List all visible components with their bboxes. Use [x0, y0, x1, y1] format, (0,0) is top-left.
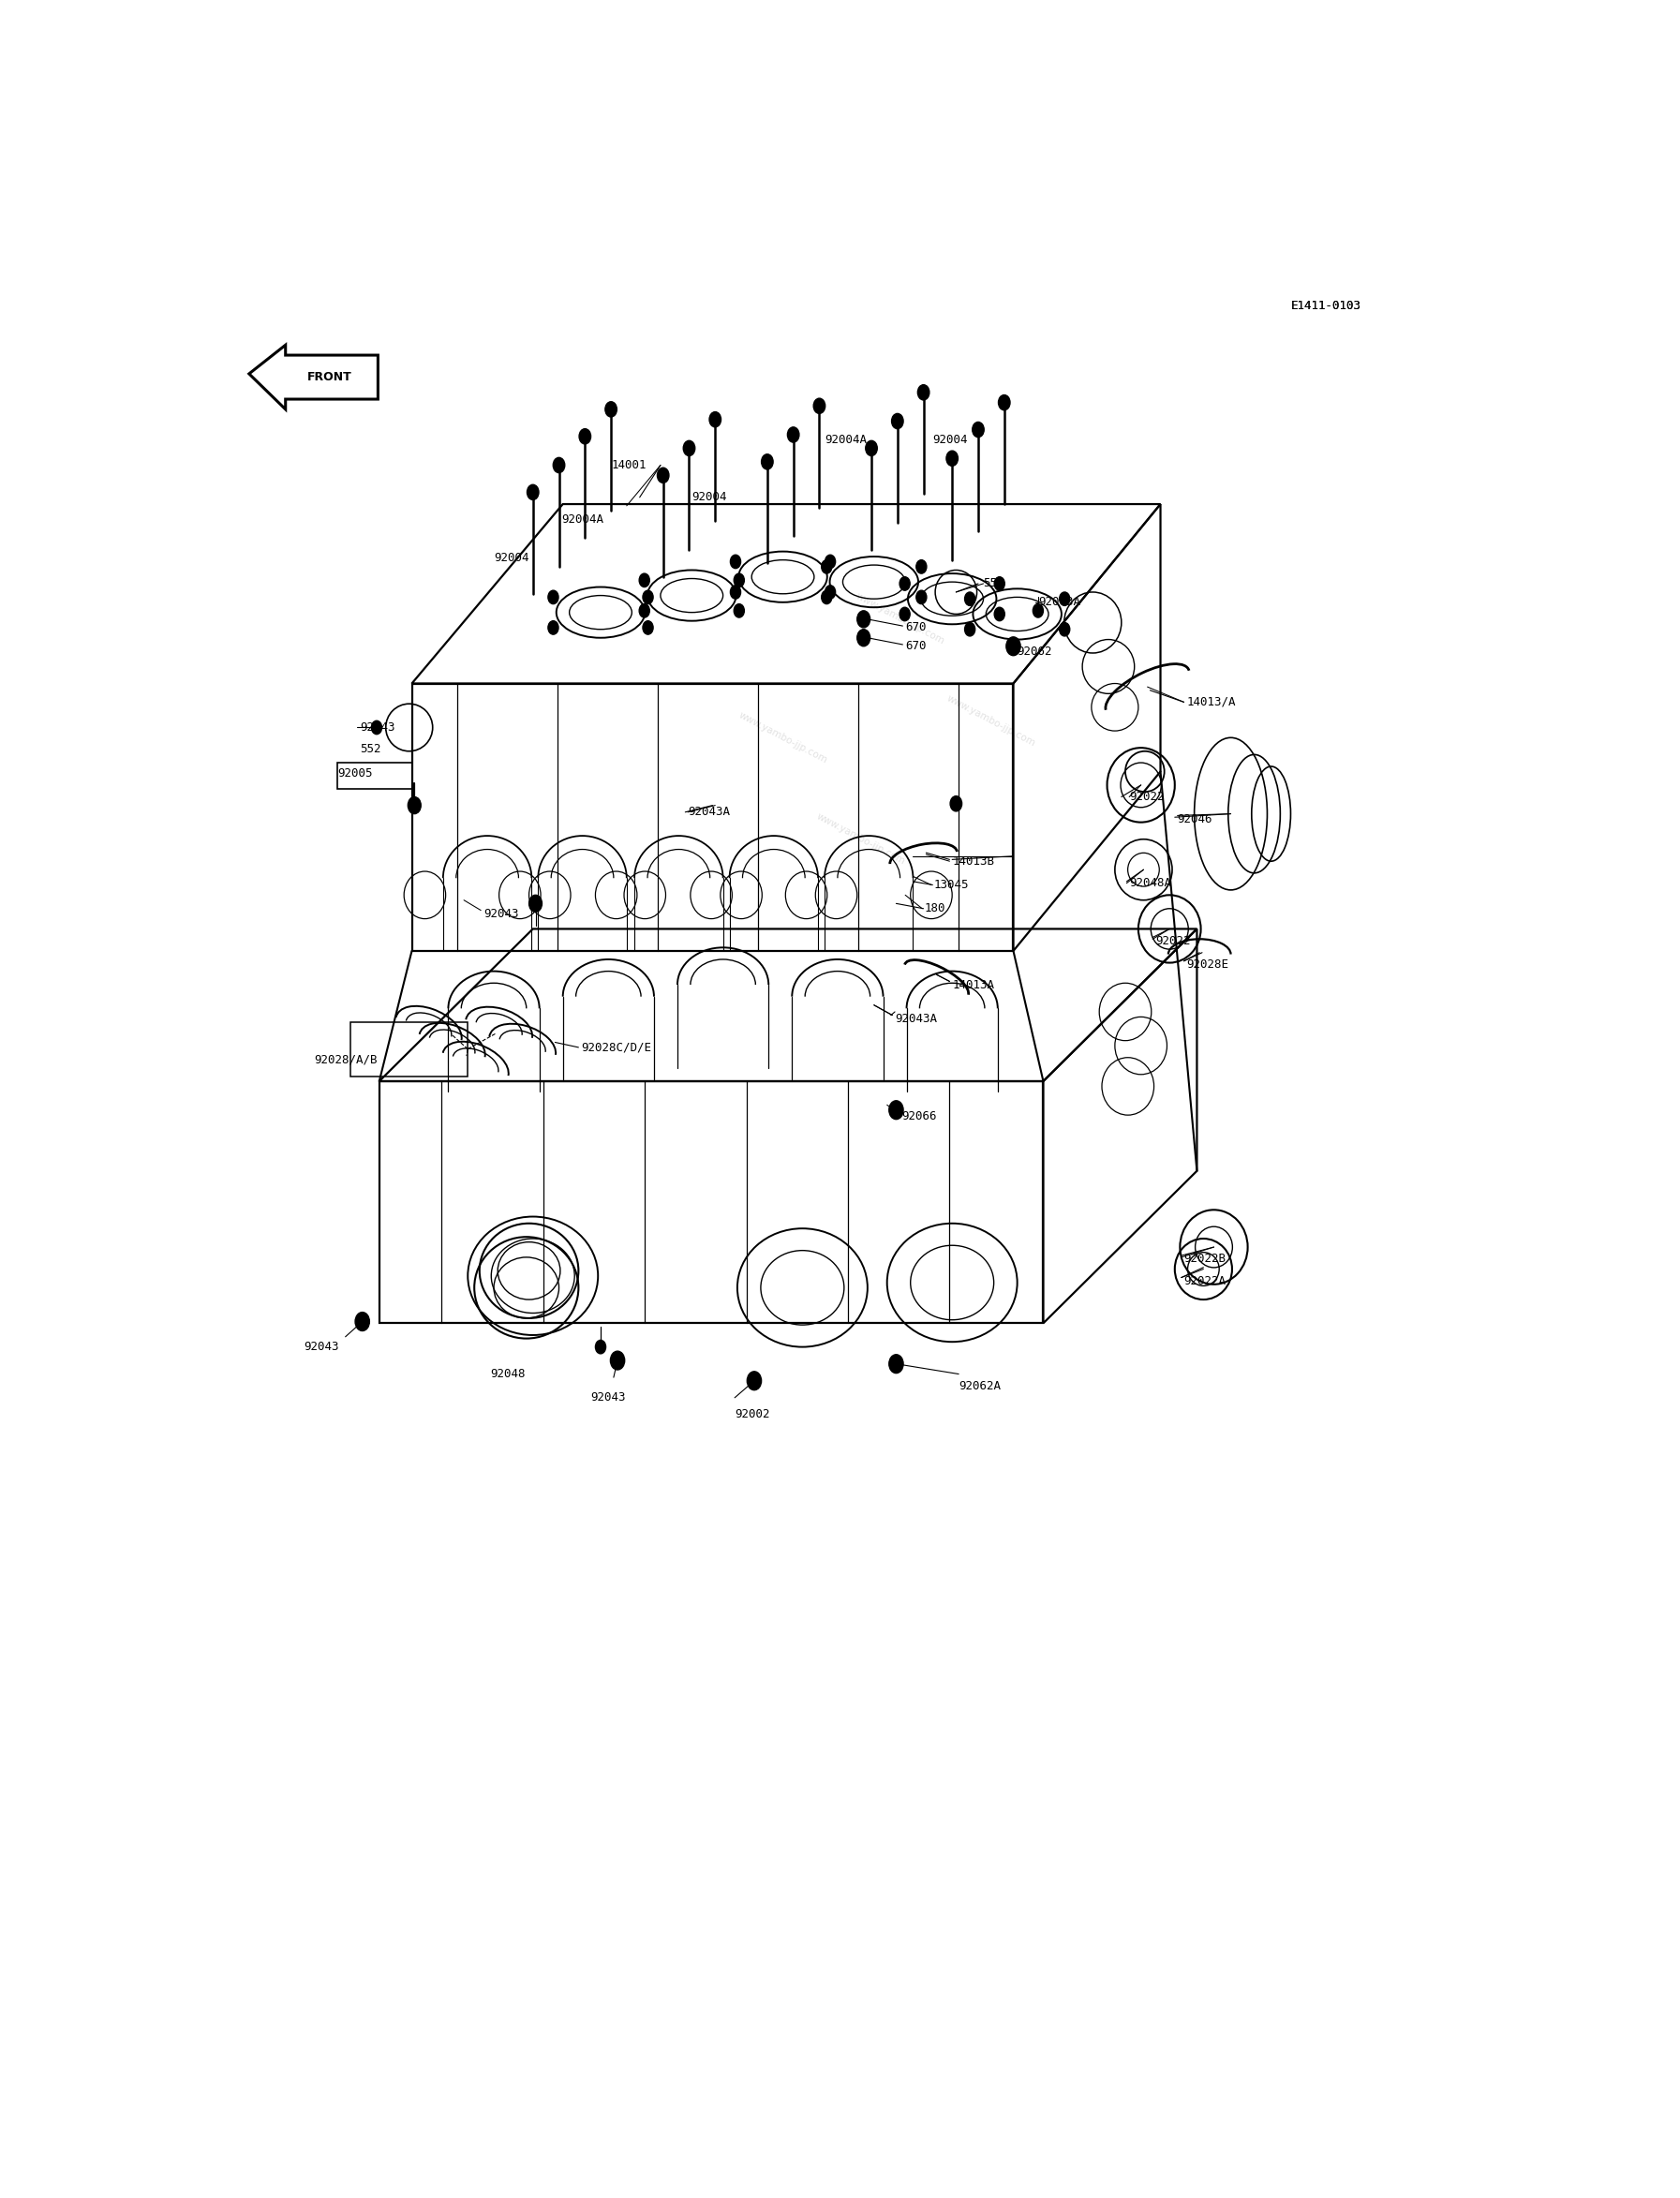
Circle shape: [734, 604, 744, 618]
Text: 92022: 92022: [1129, 791, 1164, 802]
Text: 180: 180: [924, 903, 946, 914]
Text: 92028/A/B: 92028/A/B: [314, 1053, 378, 1066]
Circle shape: [638, 574, 650, 587]
Text: 92004: 92004: [692, 490, 727, 503]
Text: 92048: 92048: [491, 1367, 526, 1380]
Circle shape: [1060, 591, 1070, 607]
Text: 92043A: 92043A: [895, 1013, 937, 1024]
Text: 92022B: 92022B: [1184, 1253, 1226, 1266]
Text: 92004: 92004: [494, 552, 529, 565]
Text: 92066: 92066: [902, 1110, 936, 1123]
Circle shape: [657, 468, 669, 484]
Circle shape: [916, 560, 927, 574]
Circle shape: [917, 385, 929, 400]
Circle shape: [643, 591, 654, 604]
Text: 14001: 14001: [612, 459, 647, 470]
Circle shape: [605, 402, 617, 418]
Text: 92004: 92004: [932, 433, 968, 446]
Circle shape: [813, 398, 825, 413]
Text: 92043: 92043: [484, 908, 519, 919]
Text: www.yambo-jjp.com: www.yambo-jjp.com: [815, 811, 907, 866]
Text: E1411-0103: E1411-0103: [1290, 299, 1361, 312]
Circle shape: [857, 629, 870, 646]
Circle shape: [643, 620, 654, 635]
Text: 92022A: 92022A: [1184, 1275, 1226, 1288]
Circle shape: [408, 798, 422, 813]
Text: E1411-0103: E1411-0103: [1290, 299, 1361, 312]
Text: 92043A: 92043A: [1038, 596, 1080, 609]
Circle shape: [865, 440, 877, 455]
Text: 14013/A: 14013/A: [1186, 697, 1236, 708]
Circle shape: [553, 457, 564, 473]
Text: 92046: 92046: [1178, 813, 1213, 824]
Text: 92005: 92005: [338, 767, 373, 780]
Circle shape: [889, 1354, 904, 1374]
Circle shape: [889, 1101, 904, 1119]
Text: 670: 670: [906, 622, 926, 633]
Text: 92028E: 92028E: [1186, 958, 1228, 972]
Circle shape: [734, 574, 744, 587]
Text: 92048A: 92048A: [1129, 877, 1171, 890]
Bar: [351, 1022, 467, 1077]
Circle shape: [528, 484, 539, 499]
Text: 13045: 13045: [934, 879, 969, 890]
Text: 92062: 92062: [1018, 646, 1052, 657]
Text: 92028C/D/E: 92028C/D/E: [581, 1042, 652, 1053]
Circle shape: [595, 1341, 606, 1354]
Circle shape: [748, 1372, 761, 1389]
Text: 92043A: 92043A: [687, 807, 731, 818]
Circle shape: [1006, 637, 1020, 655]
Circle shape: [995, 607, 1005, 620]
Circle shape: [916, 591, 927, 604]
Circle shape: [580, 429, 591, 444]
Circle shape: [899, 576, 911, 591]
Circle shape: [899, 607, 911, 620]
Circle shape: [761, 455, 773, 470]
Circle shape: [973, 422, 984, 437]
Text: 552: 552: [360, 743, 381, 756]
Circle shape: [610, 1352, 625, 1369]
Circle shape: [709, 411, 721, 426]
Circle shape: [995, 576, 1005, 591]
Circle shape: [822, 591, 832, 604]
Circle shape: [354, 1312, 370, 1330]
Text: 552: 552: [983, 578, 1005, 589]
Circle shape: [825, 554, 835, 569]
Circle shape: [822, 560, 832, 574]
Circle shape: [951, 796, 963, 811]
Circle shape: [548, 620, 558, 635]
Circle shape: [825, 585, 835, 598]
Text: 92004A: 92004A: [825, 433, 867, 446]
Text: www.yambo-jjp.com: www.yambo-jjp.com: [853, 591, 946, 646]
Circle shape: [1060, 622, 1070, 635]
Text: 670: 670: [906, 640, 926, 653]
Circle shape: [548, 591, 558, 604]
Circle shape: [731, 585, 741, 598]
Text: 92004A: 92004A: [561, 512, 603, 525]
Text: FRONT: FRONT: [307, 371, 353, 382]
Circle shape: [964, 591, 974, 607]
Circle shape: [998, 396, 1010, 411]
Circle shape: [684, 440, 696, 455]
Text: 92043: 92043: [360, 721, 395, 734]
Circle shape: [788, 426, 800, 442]
Circle shape: [371, 721, 381, 734]
Circle shape: [892, 413, 904, 429]
Text: 14013B: 14013B: [953, 855, 995, 868]
Text: www.yambo-jjp.com: www.yambo-jjp.com: [946, 692, 1037, 747]
Text: 92002: 92002: [734, 1409, 769, 1420]
Circle shape: [946, 451, 958, 466]
Text: 14013A: 14013A: [953, 978, 995, 991]
Text: www.yambo-jjp.com: www.yambo-jjp.com: [738, 710, 828, 765]
Text: 92022: 92022: [1156, 934, 1191, 947]
Text: 92043: 92043: [304, 1341, 339, 1354]
Circle shape: [529, 895, 543, 912]
Circle shape: [964, 622, 974, 635]
Text: 92062A: 92062A: [959, 1380, 1001, 1391]
Circle shape: [731, 554, 741, 569]
Text: 92043: 92043: [590, 1391, 625, 1405]
Circle shape: [1033, 604, 1043, 618]
Circle shape: [638, 604, 650, 618]
Circle shape: [857, 611, 870, 629]
